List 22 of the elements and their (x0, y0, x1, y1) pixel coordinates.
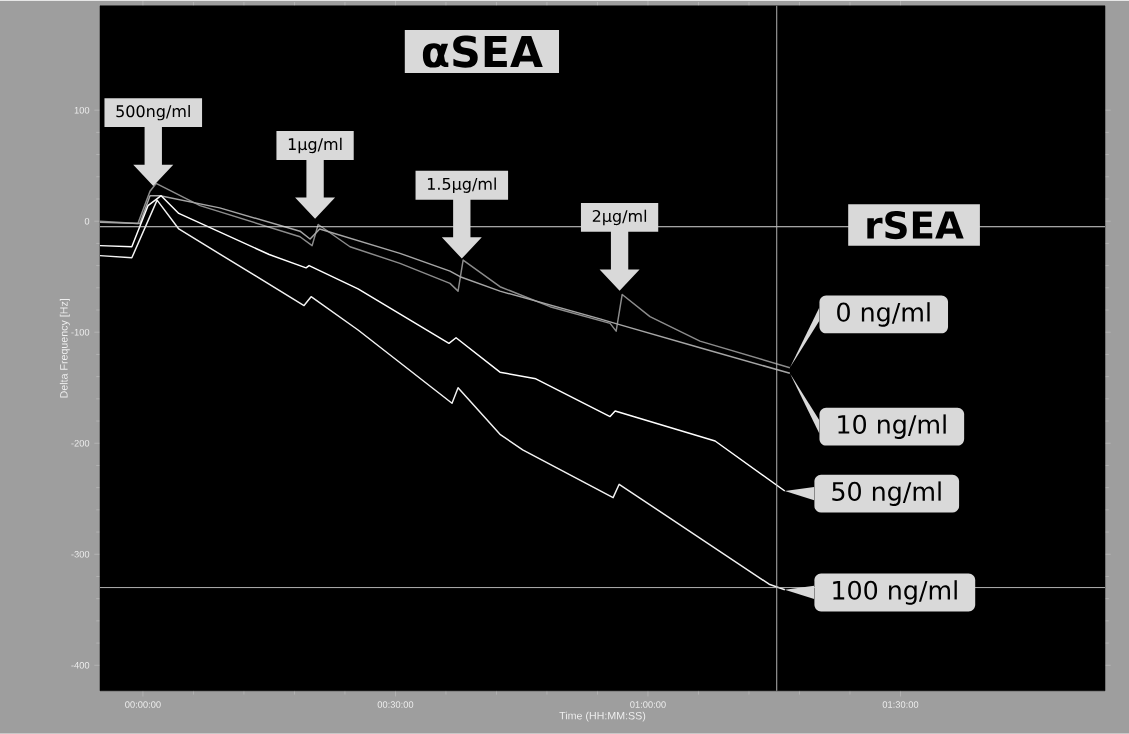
x-tick-label: 00:00:00 (125, 701, 161, 708)
text: 10 ng/ml (838, 414, 946, 439)
x-axis-title: Time (HH:MM:SS) (559, 711, 646, 722)
y-tick-label: -200 (71, 440, 90, 447)
annotation: 1µg/ml (288, 137, 342, 154)
x-tick-label: 01:30:00 (882, 701, 919, 708)
series-label: 50 ng/ml (832, 481, 941, 506)
annotation: 2µg/ml (592, 209, 647, 226)
y-tick-label: 0 (84, 218, 90, 225)
series-label: 100 ng/ml (833, 580, 957, 605)
x-tick-label: 00:30:00 (377, 701, 414, 708)
text: 0 ng/ml (837, 302, 930, 327)
annotation: rSEA (867, 210, 964, 240)
y-tick-label: -400 (71, 662, 90, 669)
text: αSEA (422, 35, 543, 68)
annotation: 1.5µg/ml (427, 177, 496, 194)
y-axis-title: Delta Frequency [Hz] (59, 299, 70, 398)
annotation: 500ng/ml (116, 104, 190, 121)
x-tick-label: 01:00:00 (630, 701, 666, 708)
y-tick-label: 100 (74, 106, 90, 114)
y-tick-label: -100 (71, 329, 90, 336)
y-tick-label: -300 (71, 551, 90, 558)
